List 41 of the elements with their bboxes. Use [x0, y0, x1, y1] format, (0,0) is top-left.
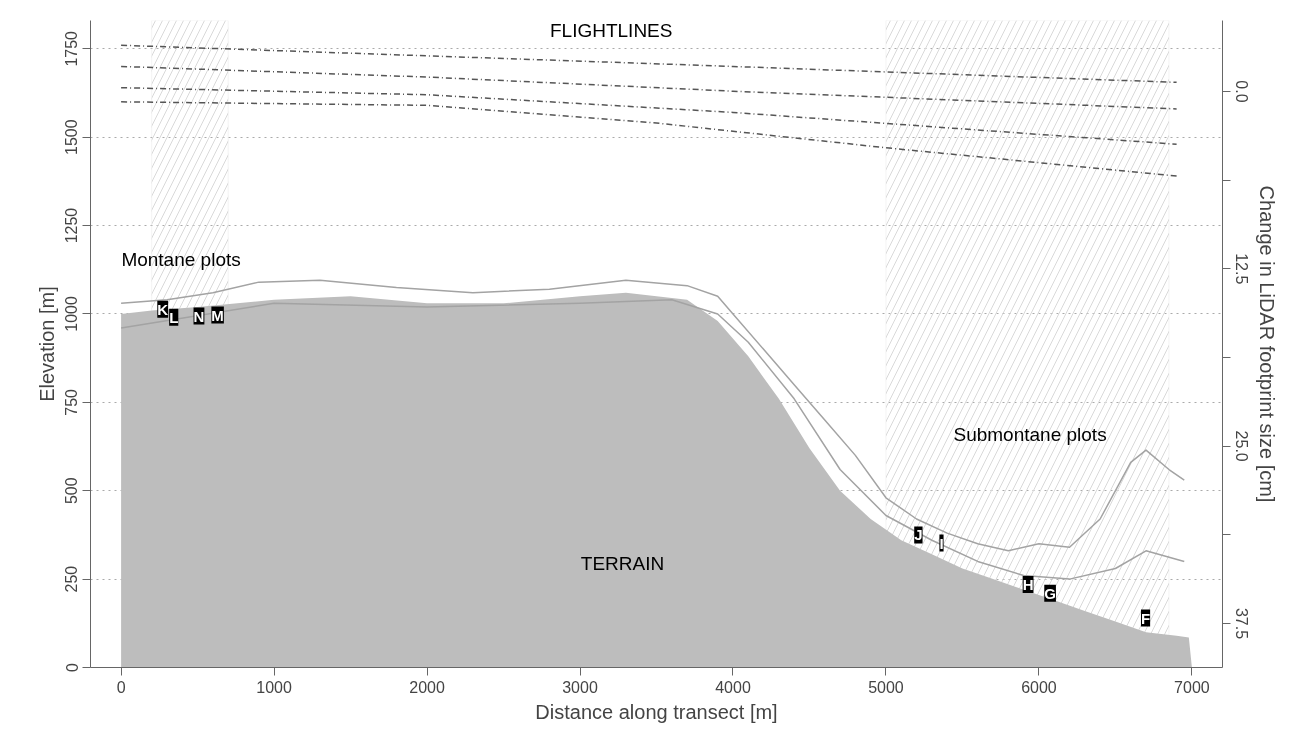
- y2-axis-title: Change in LiDAR footprint size [cm]: [1255, 185, 1278, 503]
- annotation: FLIGHTLINES: [549, 19, 673, 41]
- annotation: F: [1140, 609, 1151, 627]
- annotation: J: [914, 526, 923, 544]
- line-series: [120, 86, 1178, 145]
- line-series: [120, 65, 1178, 110]
- annotation: Submontane plots: [953, 424, 1107, 446]
- annotation: M: [211, 306, 224, 324]
- y-tick-label: 0: [63, 662, 81, 672]
- y2-tick-label: 12.5: [1232, 253, 1250, 285]
- annotation: TERRAIN: [580, 553, 665, 575]
- annotation: K: [157, 300, 169, 318]
- y-tick-label: 1250: [63, 207, 81, 244]
- y2-tick-label: 37.5: [1232, 607, 1250, 640]
- y-tick-label: 1500: [63, 119, 81, 155]
- annotation: Montane plots: [121, 249, 241, 271]
- y-tick-label: 750: [63, 388, 81, 416]
- x-axis-title: Distance along transect [m]: [535, 700, 778, 723]
- annotation: I: [939, 534, 944, 552]
- y-tick-label: 500: [63, 477, 81, 505]
- y-tick-label: 1000: [63, 296, 81, 332]
- x-tick-label: 1000: [256, 678, 292, 696]
- x-tick-label: 2000: [409, 678, 445, 696]
- annotation: L: [169, 308, 179, 326]
- x-tick-label: 6000: [1021, 678, 1057, 696]
- line-series: [120, 44, 1178, 84]
- line-series: [120, 101, 1178, 177]
- x-tick-label: 3000: [562, 678, 598, 696]
- x-tick-label: 4000: [715, 678, 751, 696]
- annotation: N: [193, 307, 205, 325]
- annotation: H: [1022, 575, 1034, 593]
- y-tick-label: 250: [63, 565, 81, 593]
- x-tick-label: 7000: [1174, 678, 1210, 696]
- y-tick-label: 1750: [63, 30, 81, 67]
- x-tick-label: 5000: [868, 678, 904, 696]
- line-series: [120, 279, 1186, 552]
- y2-tick-label: 0.0: [1232, 80, 1250, 103]
- x-tick-label: 0: [116, 678, 126, 696]
- y-axis-title: Elevation [m]: [35, 286, 58, 402]
- annotation: G: [1044, 584, 1056, 602]
- y2-tick-label: 25.0: [1232, 430, 1250, 462]
